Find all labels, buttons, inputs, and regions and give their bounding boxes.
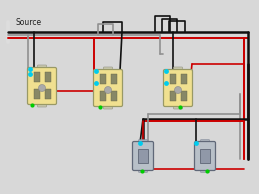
Circle shape bbox=[104, 87, 112, 94]
FancyBboxPatch shape bbox=[38, 101, 47, 107]
Bar bbox=[45, 72, 51, 82]
FancyBboxPatch shape bbox=[174, 103, 183, 109]
Circle shape bbox=[39, 85, 46, 92]
Bar bbox=[169, 91, 176, 101]
Bar bbox=[111, 74, 117, 84]
FancyBboxPatch shape bbox=[201, 168, 209, 172]
FancyBboxPatch shape bbox=[133, 141, 154, 171]
FancyBboxPatch shape bbox=[195, 141, 215, 171]
Bar bbox=[181, 91, 186, 101]
Text: Source: Source bbox=[15, 18, 41, 27]
FancyBboxPatch shape bbox=[104, 103, 112, 109]
FancyBboxPatch shape bbox=[38, 65, 47, 71]
Bar bbox=[111, 91, 117, 101]
Bar bbox=[33, 89, 40, 99]
FancyBboxPatch shape bbox=[139, 140, 147, 144]
Bar bbox=[169, 74, 176, 84]
Bar bbox=[200, 149, 210, 163]
Bar bbox=[138, 149, 148, 163]
FancyBboxPatch shape bbox=[174, 67, 183, 73]
FancyBboxPatch shape bbox=[201, 140, 209, 144]
FancyBboxPatch shape bbox=[93, 69, 123, 107]
Circle shape bbox=[175, 87, 182, 94]
Bar bbox=[45, 89, 51, 99]
Bar bbox=[99, 91, 105, 101]
FancyBboxPatch shape bbox=[104, 67, 112, 73]
FancyBboxPatch shape bbox=[163, 69, 192, 107]
FancyBboxPatch shape bbox=[139, 168, 147, 172]
Bar bbox=[181, 74, 186, 84]
Bar bbox=[33, 72, 40, 82]
Bar bbox=[99, 74, 105, 84]
FancyBboxPatch shape bbox=[27, 68, 56, 105]
